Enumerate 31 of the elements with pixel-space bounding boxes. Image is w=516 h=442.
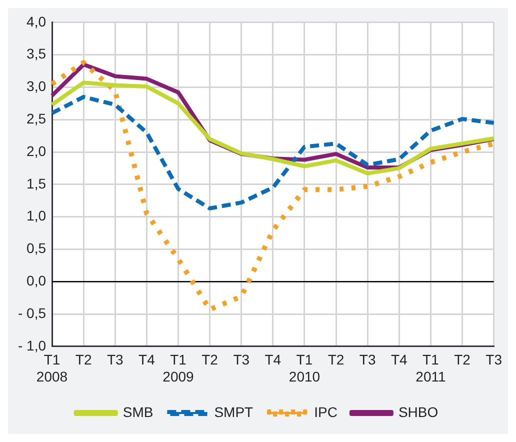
y-tick-label: 3,0 bbox=[26, 78, 46, 94]
y-tick-label: 1,0 bbox=[26, 208, 46, 224]
x-tick-label: T2 bbox=[454, 352, 471, 368]
x-tick-label: T1 2009 bbox=[162, 352, 194, 384]
legend-label: SHBO bbox=[398, 404, 438, 420]
x-tick-label: T3 bbox=[233, 352, 250, 368]
y-tick-label: 2,0 bbox=[26, 142, 46, 159]
x-tick-label: T3 bbox=[359, 352, 376, 368]
y-tick-label: 4,0 bbox=[26, 13, 46, 30]
x-tick-label: T3 bbox=[106, 352, 124, 368]
x-tick-label: T4 bbox=[138, 352, 156, 368]
y-tick-label: 0,0 bbox=[26, 272, 46, 288]
x-tick-label: T1 2011 bbox=[416, 352, 446, 384]
legend-label: SMPT bbox=[214, 404, 254, 420]
y-tick-label: 1,5 bbox=[26, 175, 46, 192]
line-series bbox=[50, 94, 496, 210]
x-tick-label: T2 bbox=[202, 352, 218, 368]
x-tick-label: T1 2008 bbox=[36, 352, 68, 384]
x-tick-label: T3 bbox=[486, 352, 502, 368]
y-tick-label: 3,5 bbox=[26, 46, 46, 62]
x-tick-label: T1 2010 bbox=[288, 352, 320, 384]
legend-label: SMB bbox=[122, 404, 154, 420]
legend-label: IPC bbox=[314, 404, 338, 420]
x-tick-label: T4 bbox=[390, 352, 408, 368]
y-tick-label: - 0,5 bbox=[18, 304, 46, 321]
y-tick-label: 0,5 bbox=[26, 240, 46, 256]
x-tick-label: T2 bbox=[328, 352, 344, 368]
y-tick-label: - 1,0 bbox=[18, 337, 46, 354]
y-tick-label: 2,5 bbox=[26, 110, 46, 126]
x-tick-label: T2 bbox=[75, 352, 92, 368]
x-tick-label: T4 bbox=[264, 352, 282, 368]
